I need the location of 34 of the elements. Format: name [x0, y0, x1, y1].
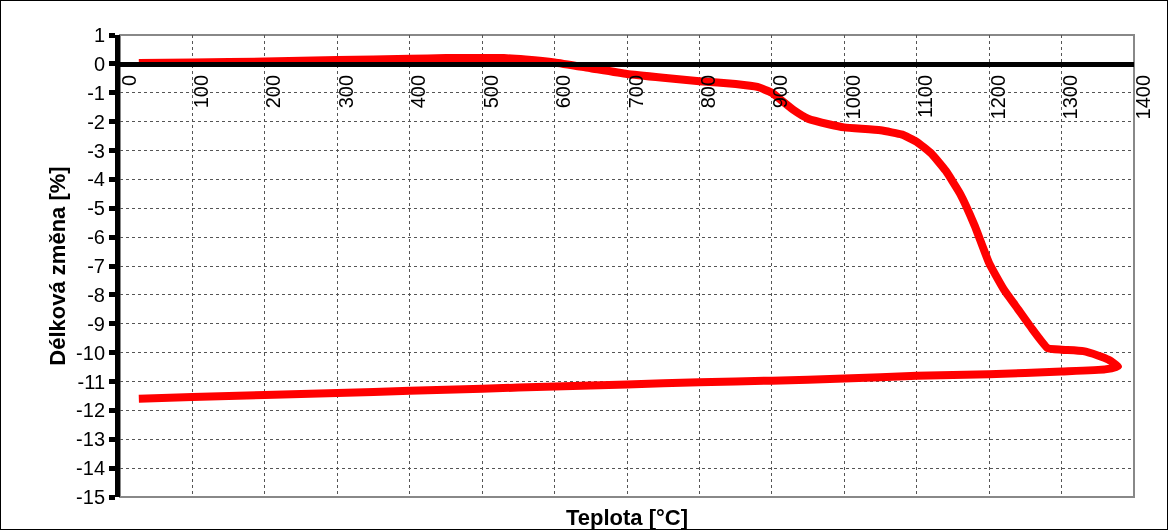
y-tick-label: -5 [87, 197, 105, 220]
x-tick-label: 300 [334, 74, 357, 109]
x-axis-title: Teplota [°C] [566, 505, 689, 530]
y-tick-label: -2 [87, 110, 105, 133]
y-tick-label: -15 [76, 486, 105, 508]
y-tick-label: -11 [77, 370, 105, 393]
y-tick-label: -6 [87, 226, 105, 249]
x-tick-label: 500 [479, 74, 502, 109]
y-tick-label: -12 [76, 399, 105, 422]
y-tick-label: -3 [87, 139, 105, 162]
y-tick-label: 1 [93, 24, 105, 46]
x-tick-label: 600 [552, 74, 575, 109]
x-tick-label: 1100 [914, 74, 937, 118]
x-tick-label: 700 [624, 74, 647, 109]
x-tick-label: 1300 [1059, 74, 1082, 120]
x-tick-label: 200 [262, 74, 285, 109]
y-tick-label: -10 [76, 341, 105, 364]
y-tick-label: -8 [87, 283, 105, 306]
x-tick-label: 1400 [1131, 74, 1154, 120]
y-tick-label: -4 [87, 168, 105, 191]
y-axis-title: Délková změna [%] [44, 166, 70, 366]
y-tick-label: -1 [87, 81, 105, 104]
x-tick-label: 400 [407, 74, 430, 109]
x-tick-label: 1200 [986, 74, 1009, 120]
x-tick-label: 0 [117, 74, 140, 86]
x-tick-label: 1000 [841, 74, 864, 120]
y-tick-label: -7 [87, 255, 105, 277]
x-tick-label: 900 [769, 74, 792, 109]
y-tick-label: -13 [76, 428, 105, 451]
x-tick-label: 100 [189, 74, 212, 109]
y-tick-label: -14 [76, 457, 105, 480]
y-tick-label: 0 [93, 52, 105, 75]
x-tick-label: 800 [696, 74, 719, 109]
y-tick-label: -9 [87, 312, 105, 335]
